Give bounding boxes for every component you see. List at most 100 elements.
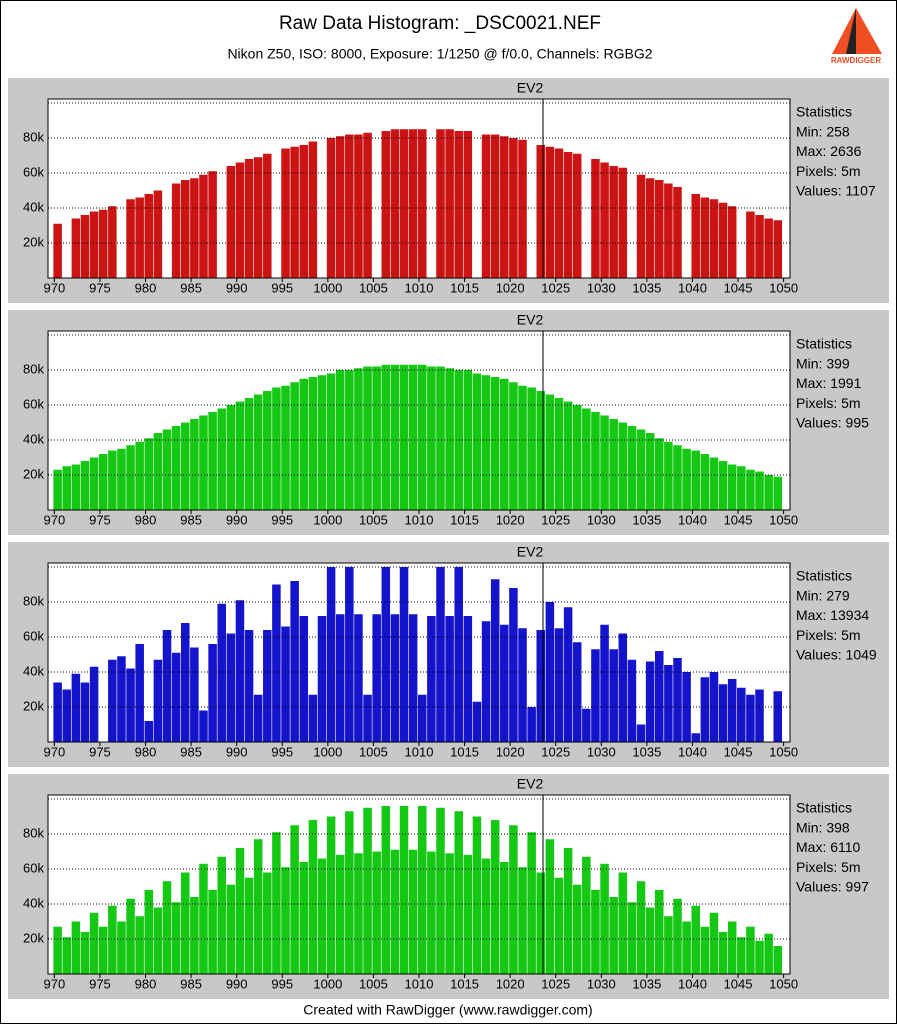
bar: [472, 701, 482, 742]
bar: [253, 694, 263, 742]
panel-title: EV2: [517, 544, 544, 560]
bar: [572, 642, 582, 742]
bars: [53, 806, 783, 974]
bar: [700, 454, 710, 510]
bar: [89, 211, 99, 278]
bar: [527, 832, 536, 974]
bar: [737, 466, 746, 510]
bar: [117, 921, 126, 974]
bar: [272, 387, 281, 510]
bar: [454, 131, 463, 278]
x-tick-label: 1015: [450, 744, 479, 759]
bar: [591, 890, 600, 974]
y-tick-label: 20k: [23, 698, 44, 713]
bar: [190, 897, 199, 974]
statistic: Min: 399: [796, 355, 850, 371]
x-tick-label: 1030: [587, 512, 616, 527]
bar: [135, 441, 144, 510]
bar: [472, 373, 482, 510]
bar: [153, 190, 163, 278]
statistic: Statistics: [796, 800, 852, 816]
bar: [582, 708, 591, 742]
bar: [372, 366, 381, 510]
bar: [180, 422, 190, 510]
bar: [80, 461, 90, 510]
x-tick-label: 1020: [496, 512, 525, 527]
bar: [399, 567, 409, 742]
bar: [244, 630, 254, 742]
bar: [691, 733, 700, 742]
bar: [600, 624, 609, 742]
x-tick-label: 1030: [587, 280, 616, 295]
bar: [290, 146, 299, 278]
bar: [718, 932, 728, 974]
bar: [98, 454, 108, 510]
bar: [408, 849, 418, 974]
x-tick-label: 995: [271, 280, 293, 295]
bar: [308, 694, 318, 742]
bar: [217, 856, 226, 974]
bar: [700, 197, 710, 278]
logo-text: RAWDIGGER: [831, 56, 881, 65]
x-tick-label: 1015: [450, 280, 479, 295]
statistic: Min: 398: [796, 819, 850, 835]
x-tick-label: 1035: [632, 744, 661, 759]
bar: [645, 661, 655, 742]
bar: [354, 368, 363, 510]
statistic: Max: 6110: [796, 839, 861, 855]
bar: [71, 464, 81, 510]
bar: [135, 197, 144, 278]
statistic: Max: 13934: [796, 607, 869, 623]
bar: [746, 469, 755, 510]
x-tick-label: 1020: [496, 744, 525, 759]
bar: [445, 368, 454, 510]
x-tick-label: 1010: [405, 512, 434, 527]
bar: [335, 855, 345, 974]
bar: [490, 134, 500, 278]
bar: [290, 581, 299, 742]
bars: [53, 567, 783, 742]
bar: [345, 370, 354, 510]
x-tick-label: 975: [89, 280, 111, 295]
bar: [226, 884, 236, 974]
x-tick-label: 995: [271, 744, 293, 759]
bar: [208, 171, 217, 278]
x-tick-label: 1030: [587, 976, 616, 991]
x-tick-label: 1000: [313, 744, 342, 759]
statistic: Statistics: [796, 104, 852, 120]
y-tick-label: 40k: [23, 895, 44, 910]
bar: [636, 429, 646, 510]
bar: [454, 370, 463, 510]
bar: [345, 134, 354, 278]
bar: [108, 905, 117, 974]
bar: [618, 633, 628, 742]
bar: [500, 136, 509, 278]
y-tick-label: 20k: [23, 930, 44, 945]
bar: [427, 366, 436, 510]
bar: [655, 438, 664, 510]
bar: [691, 450, 700, 510]
bar: [190, 419, 199, 510]
bar: [354, 134, 363, 278]
bar: [253, 157, 263, 278]
bar: [718, 202, 728, 278]
bar: [226, 405, 236, 510]
bar: [436, 807, 445, 974]
x-tick-label: 985: [180, 976, 202, 991]
statistic: Max: 2636: [796, 143, 862, 159]
x-tick-label: 980: [135, 744, 157, 759]
bar: [299, 616, 309, 742]
x-tick-label: 1005: [359, 280, 388, 295]
bar: [518, 385, 527, 510]
bar: [326, 373, 336, 510]
bar: [153, 907, 163, 974]
bar: [418, 806, 427, 974]
bar: [518, 867, 527, 974]
bar: [727, 679, 737, 742]
bar: [217, 603, 226, 742]
bar: [509, 382, 518, 510]
bar: [89, 912, 99, 974]
bar: [746, 694, 755, 742]
bar: [436, 129, 445, 278]
x-tick-label: 1005: [359, 744, 388, 759]
